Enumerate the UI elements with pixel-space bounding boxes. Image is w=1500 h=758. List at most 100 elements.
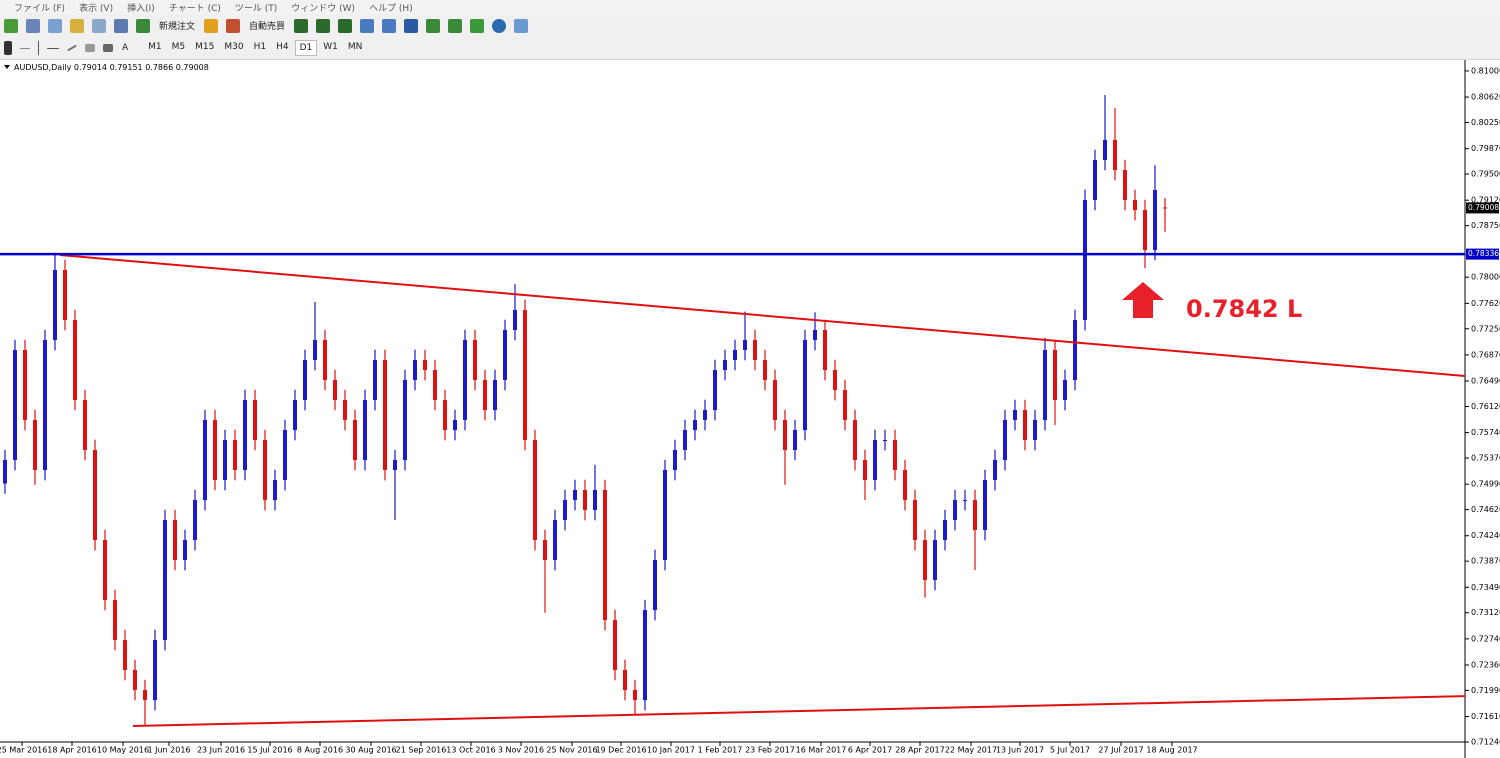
icon[interactable] (470, 18, 485, 33)
icon[interactable] (404, 18, 419, 33)
candle-body (213, 420, 217, 481)
timeframe-button[interactable]: M1 (148, 42, 162, 52)
icon[interactable] (448, 18, 463, 33)
timeframe-button[interactable]: H4 (276, 42, 289, 52)
timeframe-button[interactable]: M5 (171, 42, 186, 52)
fibo-tool[interactable] (103, 44, 113, 52)
crosshair-tool[interactable] (20, 47, 30, 49)
x-tick-label: 10 Jan 2017 (647, 746, 695, 755)
menu-item[interactable]: ヘルプ (H) (369, 3, 413, 14)
candle-body (463, 340, 467, 421)
auto-trading-button[interactable]: 自動売買 (249, 22, 286, 32)
menu-item[interactable]: ツール (T) (234, 3, 278, 14)
timeframe-button[interactable]: M15 (195, 42, 215, 52)
x-tick-label: 6 Apr 2017 (848, 746, 892, 755)
candle-body (973, 500, 977, 531)
vline-tool[interactable] (38, 41, 39, 55)
candle-body (1023, 410, 1027, 441)
candle-body (443, 400, 447, 431)
candle-body (613, 620, 617, 671)
candle-body (783, 420, 787, 450)
icon[interactable] (70, 18, 84, 33)
hline-tool[interactable] (47, 47, 59, 49)
candle-body (93, 449, 97, 541)
icon[interactable] (316, 18, 331, 33)
menu-item[interactable]: 挿入(I) (127, 3, 155, 14)
candle-body (1163, 207, 1167, 209)
icon[interactable] (48, 18, 62, 33)
candle-body (893, 440, 897, 470)
icon[interactable] (114, 18, 128, 33)
icon[interactable] (92, 18, 106, 33)
candle-body (753, 340, 757, 360)
timeframe-button[interactable]: H1 (253, 42, 267, 52)
icon[interactable] (294, 18, 309, 33)
timeframe-button[interactable]: D1 (294, 40, 318, 56)
new-order-button[interactable]: 新規注文 (159, 22, 196, 32)
text-tool[interactable]: A (122, 43, 129, 53)
candle-body (523, 310, 527, 441)
x-tick-label: 10 May 2016 (97, 746, 149, 755)
timeframe-button[interactable]: M30 (224, 42, 244, 52)
candle-body (1093, 159, 1097, 200)
annotation-text: 0.7842 L (1186, 295, 1302, 323)
annotation-arrow (1122, 282, 1164, 318)
icon[interactable] (26, 18, 40, 33)
icon[interactable] (204, 18, 219, 33)
candle-body (183, 540, 187, 561)
candle-body (403, 379, 407, 461)
icon[interactable] (426, 18, 441, 33)
y-tick-label: 0.71240 (1471, 738, 1500, 747)
candle-body (1013, 410, 1017, 421)
icon[interactable] (382, 18, 397, 33)
candle-body (233, 440, 237, 470)
candle-body (133, 670, 137, 691)
trendline-tool[interactable] (67, 44, 77, 52)
candle-body (683, 430, 687, 450)
candle-body (383, 359, 387, 470)
icon[interactable] (4, 18, 18, 33)
menu-item[interactable]: ウィンドウ (W) (291, 3, 356, 14)
menu-item[interactable]: ファイル (F) (14, 3, 66, 14)
candle-body (1053, 350, 1057, 401)
candle-body (843, 390, 847, 421)
icon[interactable] (226, 18, 241, 33)
candle-body (543, 540, 547, 561)
chart: AUDUSD,Daily 0.79014 0.79151 0.7866 0.79… (0, 60, 1500, 758)
header-arrow (4, 65, 10, 69)
icon[interactable] (338, 18, 353, 33)
x-tick-label: 23 Jun 2016 (197, 746, 245, 755)
menu-item[interactable]: チャート (C) (168, 3, 221, 14)
menu-item[interactable]: 表示 (V) (79, 3, 114, 14)
candle-body (343, 400, 347, 421)
candle-body (503, 330, 507, 380)
candle-body (913, 500, 917, 541)
candle-body (713, 370, 717, 411)
channel-tool[interactable] (85, 44, 95, 52)
timeframe-button[interactable]: MN (347, 42, 363, 52)
candle-body (293, 400, 297, 431)
ohlc-open: 0.79014 (74, 63, 107, 72)
candle-body (353, 420, 357, 461)
icon[interactable] (136, 18, 150, 33)
candle-body (693, 420, 697, 431)
x-tick-label: 8 Aug 2016 (297, 746, 343, 755)
icon[interactable] (360, 18, 375, 33)
icon[interactable] (492, 18, 507, 33)
cursor-tool[interactable] (4, 41, 12, 55)
candle-body (483, 379, 487, 411)
candle-body (1133, 199, 1137, 211)
icon[interactable] (514, 18, 529, 33)
trendline (59, 254, 1466, 378)
timeframe-button[interactable]: W1 (323, 42, 338, 52)
candle-body (63, 269, 67, 321)
candle-body (563, 500, 567, 521)
candle-body (473, 340, 477, 380)
